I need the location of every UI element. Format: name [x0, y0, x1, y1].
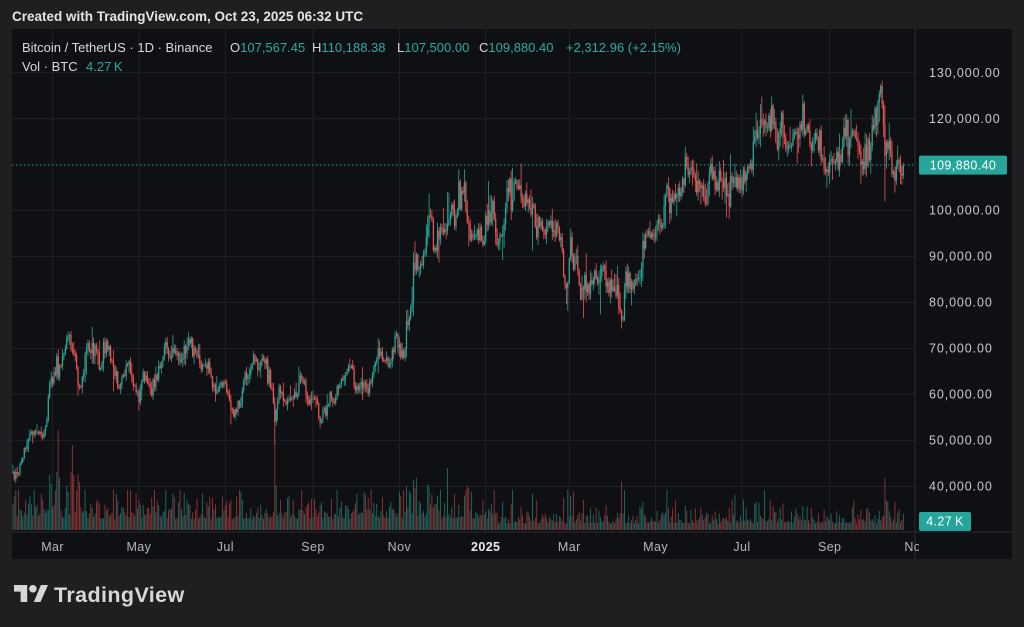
svg-text:May: May: [126, 540, 151, 554]
svg-text:80,000.00: 80,000.00: [929, 296, 993, 310]
svg-text:Mar: Mar: [41, 540, 64, 554]
svg-text:60,000.00: 60,000.00: [929, 388, 993, 402]
svg-text:Jul: Jul: [733, 540, 750, 554]
svg-text:130,000.00: 130,000.00: [929, 66, 1001, 80]
svg-text:Nov: Nov: [904, 540, 928, 554]
svg-text:50,000.00: 50,000.00: [929, 434, 993, 448]
svg-text:120,000.00: 120,000.00: [929, 112, 1001, 126]
svg-text:May: May: [643, 540, 668, 554]
svg-text:100,000.00: 100,000.00: [929, 204, 1001, 218]
svg-text:Sep: Sep: [818, 540, 841, 554]
svg-text:Sep: Sep: [301, 540, 324, 554]
svg-text:40,000.00: 40,000.00: [929, 480, 993, 494]
svg-text:2025: 2025: [471, 540, 500, 554]
svg-text:4.27 K: 4.27 K: [926, 515, 964, 529]
svg-text:Jul: Jul: [217, 540, 234, 554]
svg-text:109,880.40: 109,880.40: [930, 158, 997, 172]
svg-text:90,000.00: 90,000.00: [929, 250, 993, 264]
svg-text:70,000.00: 70,000.00: [929, 342, 993, 356]
svg-text:Nov: Nov: [388, 540, 412, 554]
svg-text:Mar: Mar: [558, 540, 581, 554]
